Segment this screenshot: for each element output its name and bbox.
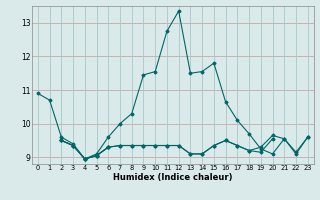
X-axis label: Humidex (Indice chaleur): Humidex (Indice chaleur) bbox=[113, 173, 233, 182]
